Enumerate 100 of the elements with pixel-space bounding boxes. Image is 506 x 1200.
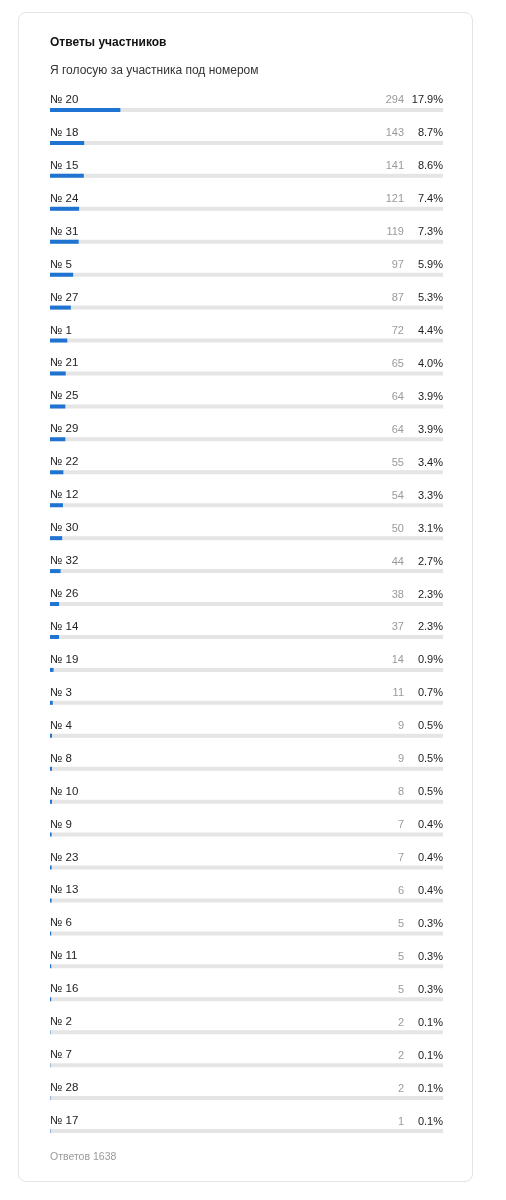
annotation: 5 bbox=[397, 916, 404, 929]
annotation: 141 bbox=[385, 159, 404, 172]
bar bbox=[50, 305, 71, 310]
annotation: 119 bbox=[386, 225, 404, 238]
bar bbox=[50, 667, 54, 672]
y-tick-label: № 11 bbox=[50, 949, 78, 962]
data-label: 0.4% bbox=[417, 818, 444, 831]
annotation: 64 bbox=[391, 422, 404, 435]
annotation: 11 bbox=[392, 686, 404, 699]
data-label: 7.4% bbox=[417, 192, 444, 205]
data-label: 3.9% bbox=[417, 389, 444, 402]
y-tick-label: № 21 bbox=[50, 356, 79, 369]
annotation: 9 bbox=[397, 752, 404, 765]
bar bbox=[50, 371, 66, 376]
annotation: 44 bbox=[391, 554, 404, 567]
annotation: 2 bbox=[397, 1048, 404, 1061]
y-tick-label: № 31 bbox=[50, 224, 79, 237]
y-tick-label: № 15 bbox=[50, 158, 79, 171]
annotation: 7 bbox=[397, 818, 404, 831]
bar bbox=[50, 107, 121, 112]
y-tick-label: № 3 bbox=[50, 685, 72, 698]
annotation: 1 bbox=[397, 1114, 404, 1127]
annotation: 5 bbox=[397, 949, 404, 962]
data-label: 5.9% bbox=[417, 258, 444, 271]
data-label: 2.3% bbox=[417, 587, 444, 600]
bar bbox=[50, 239, 79, 244]
annotation: 2 bbox=[397, 1015, 404, 1028]
annotation: 50 bbox=[391, 521, 404, 534]
bar bbox=[50, 338, 68, 343]
data-label: 0.3% bbox=[417, 982, 444, 995]
data-label: 2.3% bbox=[417, 620, 444, 633]
bar bbox=[50, 272, 74, 277]
y-tick-label: № 1 bbox=[50, 323, 72, 336]
bar bbox=[50, 140, 85, 145]
y-tick-label: № 18 bbox=[50, 125, 79, 138]
annotation: 97 bbox=[391, 258, 404, 271]
annotation: 64 bbox=[391, 389, 404, 402]
bar bbox=[50, 503, 63, 508]
data-label: 3.3% bbox=[417, 488, 444, 501]
y-tick-label: № 2 bbox=[50, 1015, 72, 1028]
y-tick-label: № 13 bbox=[50, 883, 79, 896]
annotation: 143 bbox=[385, 126, 404, 139]
bar bbox=[50, 700, 53, 705]
annotation: 14 bbox=[391, 653, 404, 666]
y-tick-label: № 30 bbox=[50, 521, 79, 534]
annotation: 294 bbox=[385, 93, 404, 106]
annotation: 6 bbox=[397, 883, 404, 896]
data-label: 3.9% bbox=[417, 422, 444, 435]
y-tick-label: № 25 bbox=[50, 389, 79, 402]
data-label: 2.7% bbox=[417, 554, 444, 567]
y-tick-label: № 20 bbox=[50, 92, 79, 105]
y-tick-label: № 32 bbox=[50, 554, 79, 567]
y-tick-label: № 8 bbox=[50, 751, 72, 764]
data-label: 4.0% bbox=[417, 356, 444, 369]
bar bbox=[50, 634, 60, 639]
data-label: 4.4% bbox=[417, 324, 444, 337]
data-label: 0.1% bbox=[417, 1015, 444, 1028]
annotation: 5 bbox=[397, 982, 404, 995]
bar bbox=[50, 602, 60, 607]
annotation: 55 bbox=[391, 455, 404, 468]
y-tick-label: № 23 bbox=[50, 850, 79, 863]
y-tick-label: № 27 bbox=[50, 290, 79, 303]
data-label: 0.5% bbox=[417, 785, 444, 798]
data-label: 7.3% bbox=[417, 225, 444, 238]
y-tick-label: № 26 bbox=[50, 587, 79, 600]
bar bbox=[50, 404, 66, 409]
y-tick-label: № 22 bbox=[50, 455, 79, 468]
y-tick-label: № 9 bbox=[50, 817, 72, 830]
y-tick-label: № 17 bbox=[50, 1114, 79, 1127]
annotation: 87 bbox=[391, 291, 404, 304]
data-label: 0.1% bbox=[417, 1048, 444, 1061]
data-label: 17.9% bbox=[411, 93, 444, 106]
y-tick-label: № 24 bbox=[50, 191, 79, 204]
data-label: 3.4% bbox=[417, 455, 444, 468]
y-tick-label: № 7 bbox=[50, 1048, 72, 1061]
bar bbox=[50, 173, 84, 178]
y-tick-label: № 16 bbox=[50, 982, 79, 995]
text: Ответов 1638 bbox=[50, 1150, 117, 1162]
y-tick-label: № 5 bbox=[50, 257, 72, 270]
data-label: 0.7% bbox=[417, 686, 444, 699]
annotation: 65 bbox=[391, 356, 404, 369]
data-label: 5.3% bbox=[417, 291, 444, 304]
data-label: 0.4% bbox=[417, 883, 444, 896]
data-label: 0.5% bbox=[417, 752, 444, 765]
data-label: 0.1% bbox=[417, 1114, 444, 1127]
annotation: 54 bbox=[391, 488, 404, 501]
y-tick-label: № 6 bbox=[50, 916, 72, 929]
data-label: 3.1% bbox=[417, 521, 444, 534]
bar bbox=[50, 206, 80, 211]
annotation: 2 bbox=[397, 1081, 404, 1094]
data-label: 0.1% bbox=[417, 1081, 444, 1094]
y-tick-label: № 14 bbox=[50, 619, 79, 632]
y-tick-label: № 4 bbox=[50, 718, 73, 731]
y-tick-label: № 29 bbox=[50, 422, 79, 435]
annotation: 72 bbox=[391, 324, 404, 337]
bar bbox=[50, 569, 61, 574]
annotation: 121 bbox=[385, 192, 404, 205]
y-tick-label: № 28 bbox=[50, 1081, 79, 1094]
data-label: 8.6% bbox=[417, 159, 444, 172]
data-label: 0.3% bbox=[417, 949, 444, 962]
